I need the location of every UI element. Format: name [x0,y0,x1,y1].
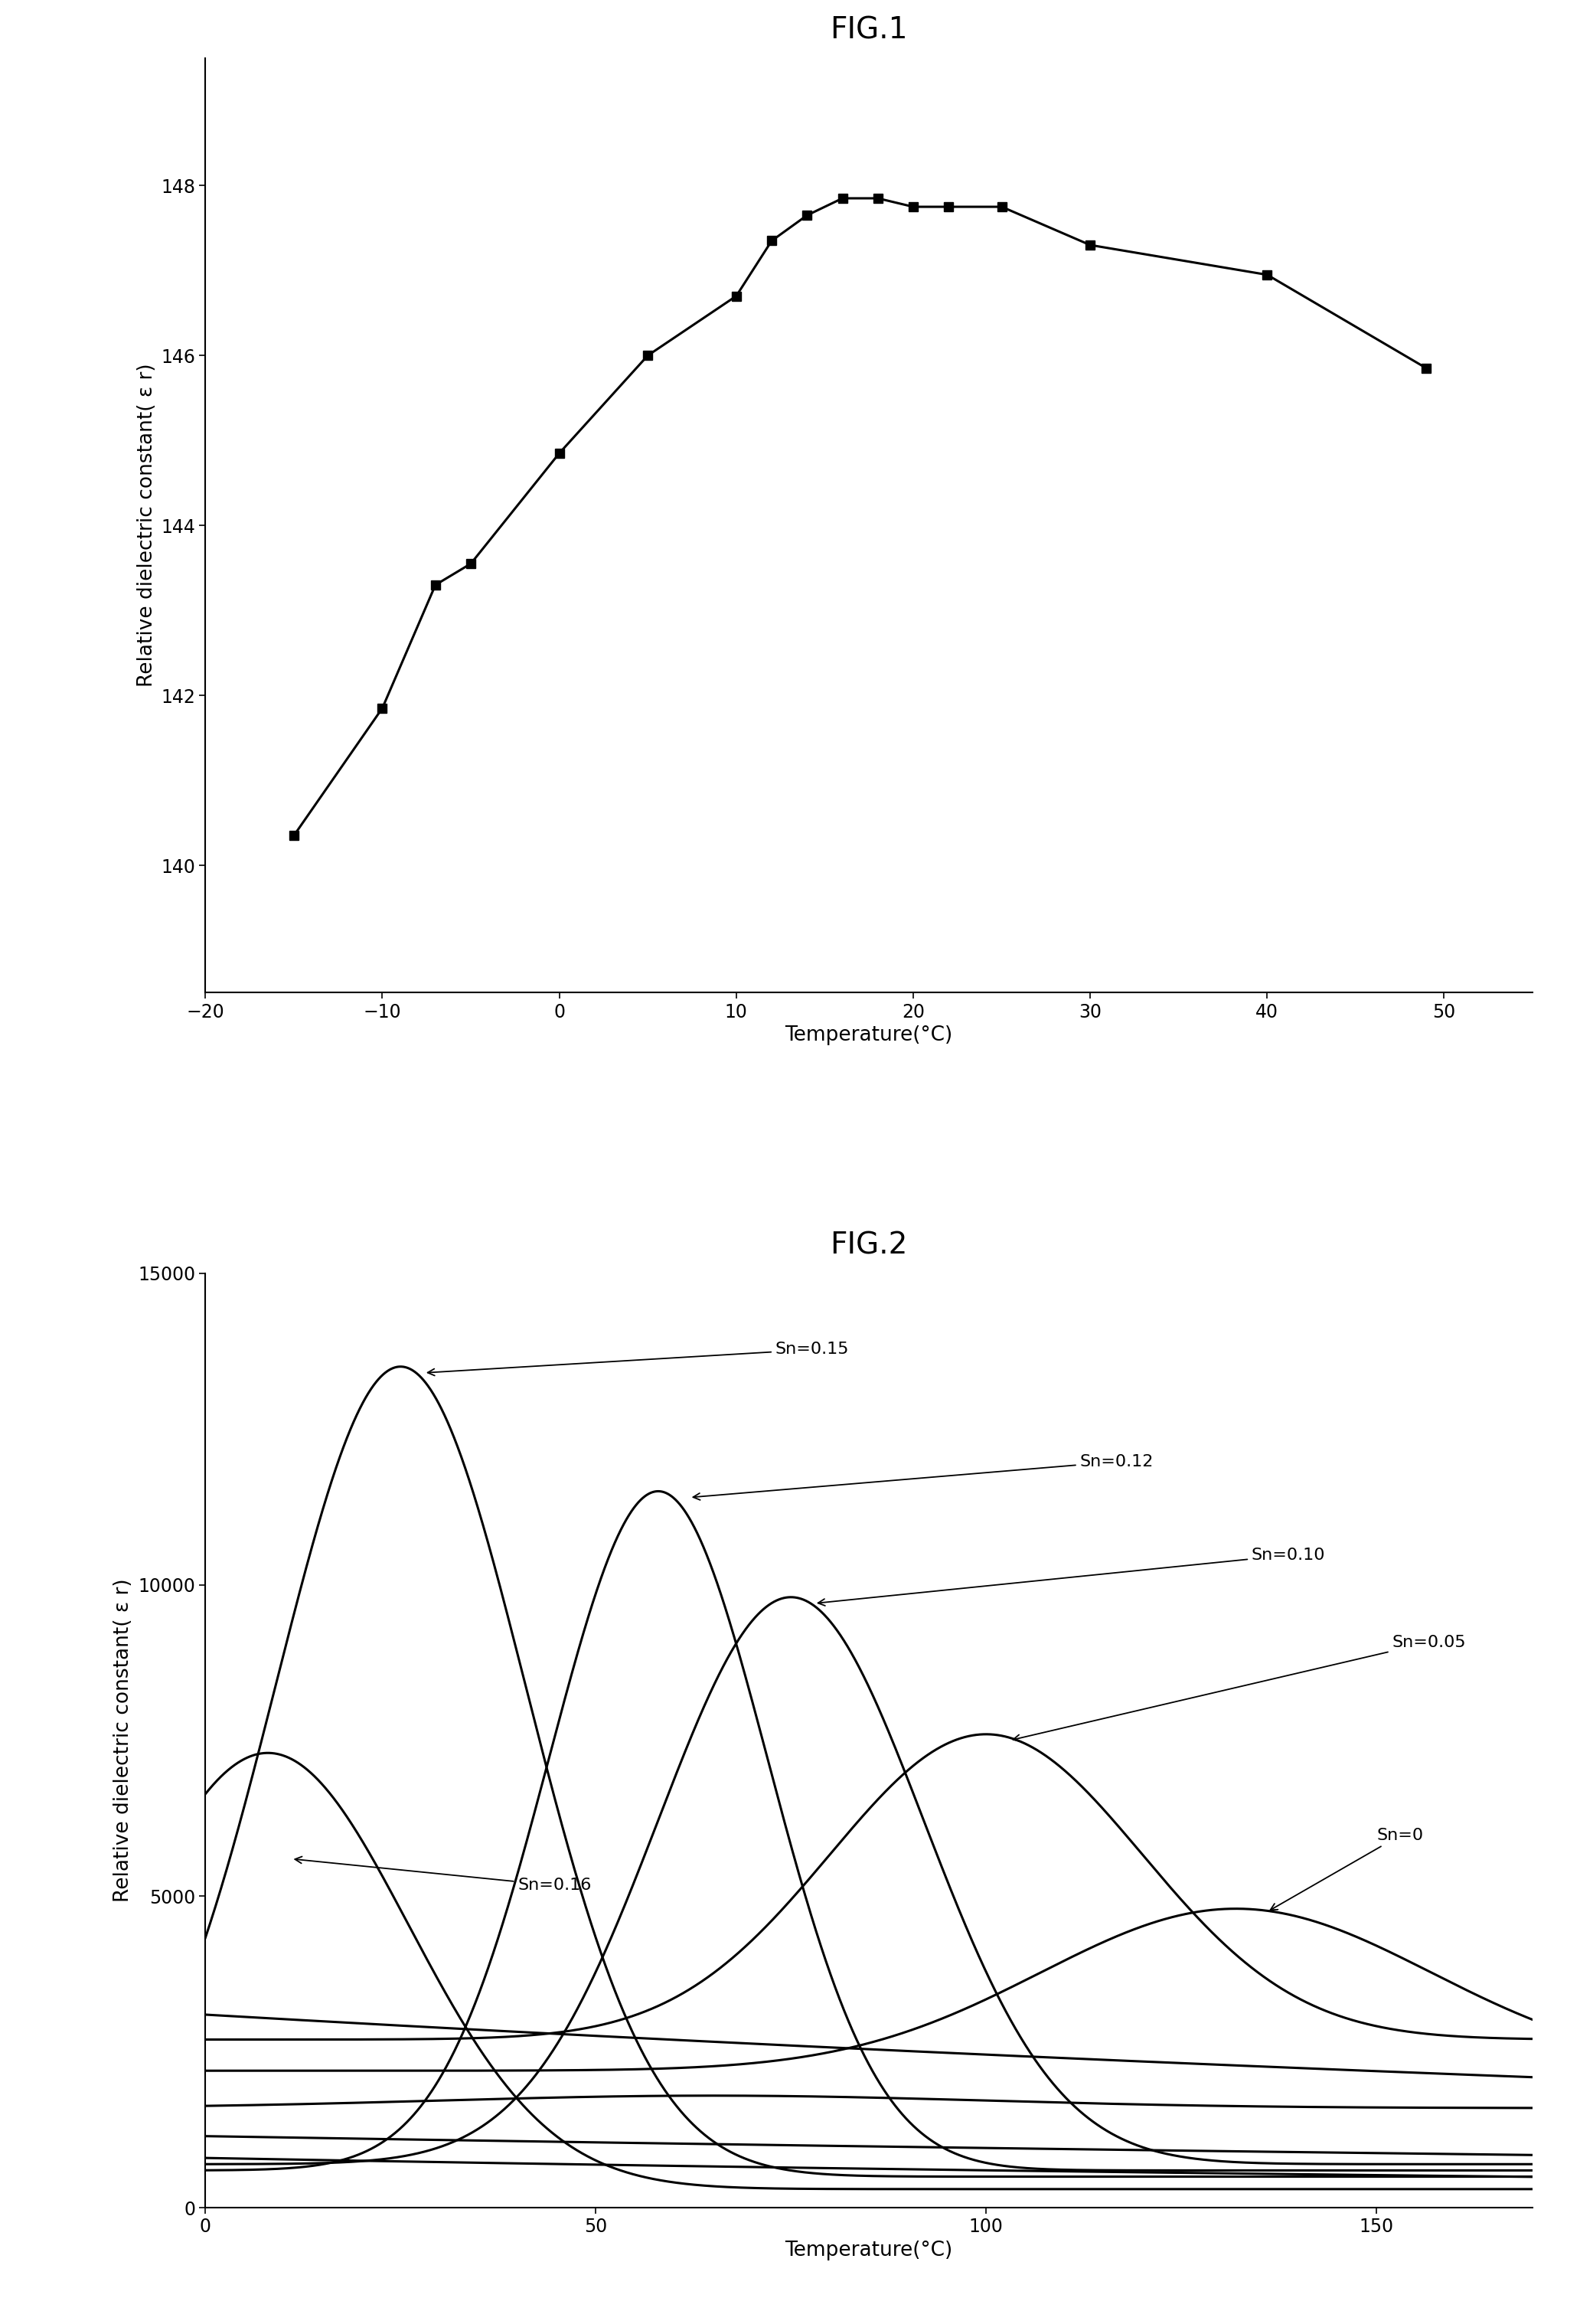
Text: Sn=0.16: Sn=0.16 [295,1857,591,1894]
Text: Sn=0.15: Sn=0.15 [428,1341,848,1376]
Text: Sn=0: Sn=0 [1270,1829,1424,1910]
Y-axis label: Relative dielectric constant( ε r): Relative dielectric constant( ε r) [137,363,156,688]
Text: Sn=0.05: Sn=0.05 [1013,1634,1466,1741]
Title: FIG.2: FIG.2 [830,1232,908,1260]
X-axis label: Temperature(°C): Temperature(°C) [785,1025,953,1046]
Y-axis label: Relative dielectric constant( ε r): Relative dielectric constant( ε r) [114,1578,134,1903]
X-axis label: Temperature(°C): Temperature(°C) [785,2240,953,2261]
Text: Sn=0.10: Sn=0.10 [818,1548,1326,1606]
Title: FIG.1: FIG.1 [830,16,908,44]
Text: Sn=0.12: Sn=0.12 [694,1455,1153,1499]
